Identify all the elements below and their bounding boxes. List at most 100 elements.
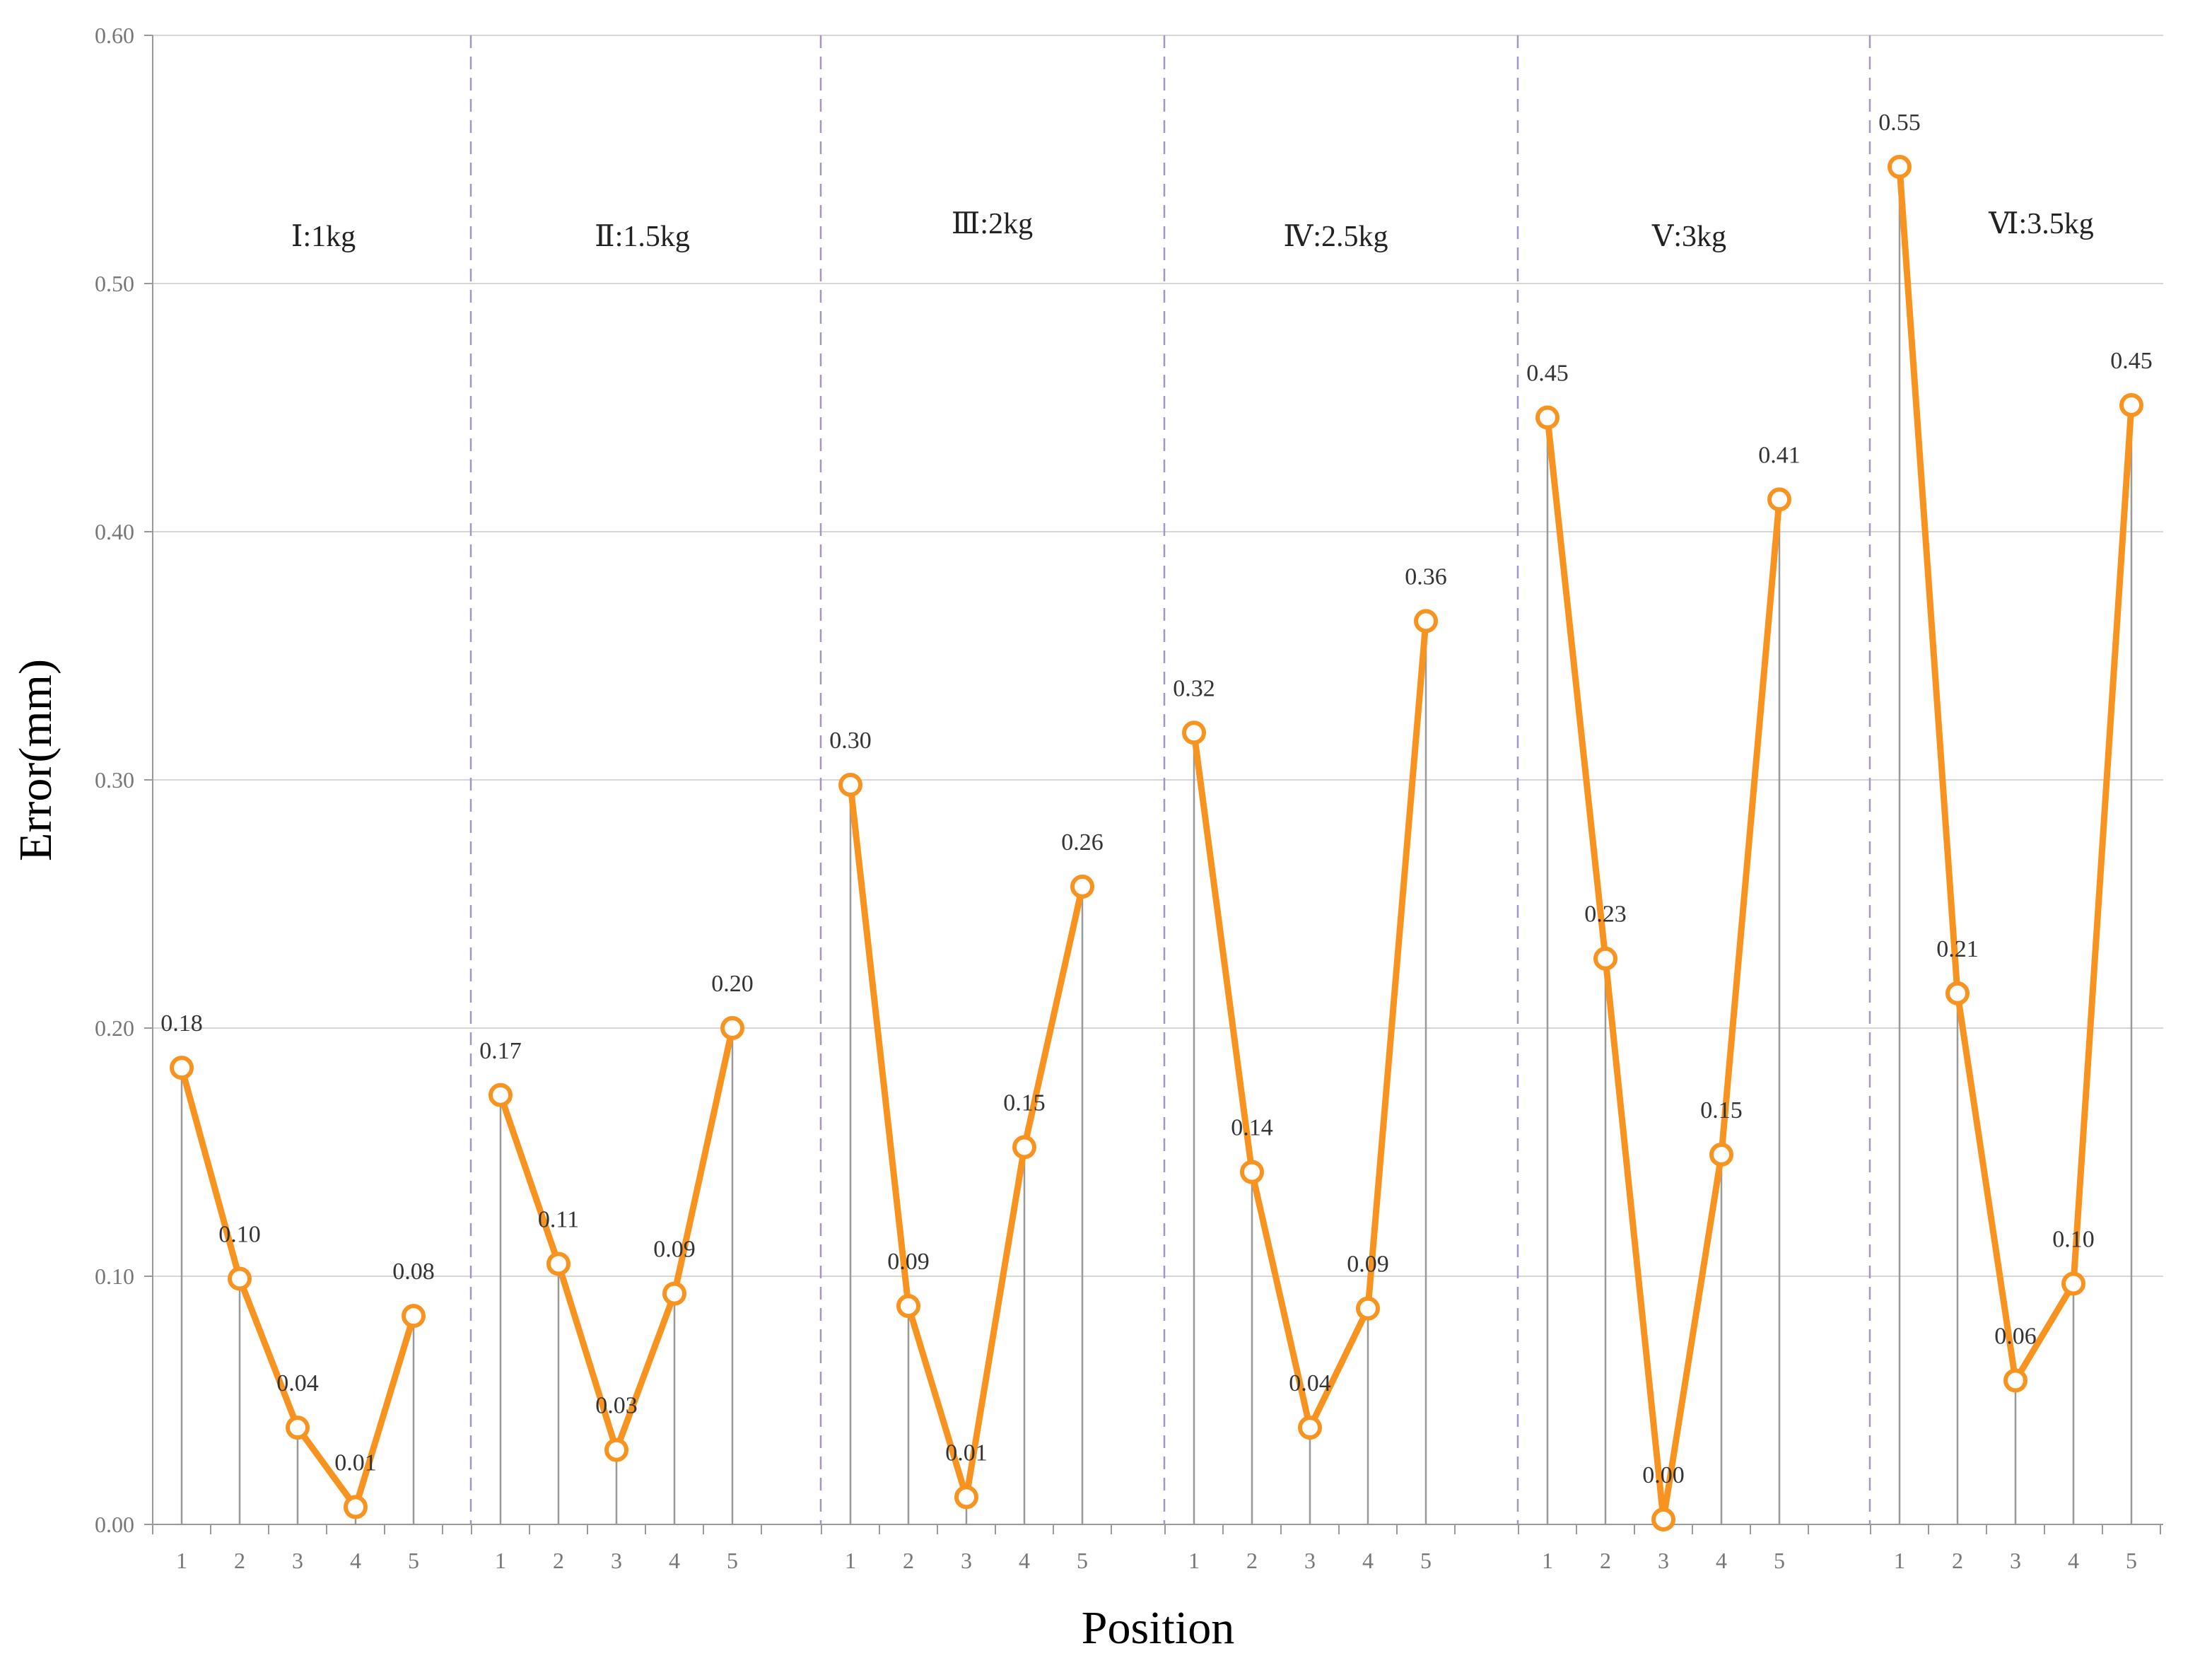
data-label: 0.30 [829, 728, 872, 754]
data-point [1012, 1135, 1036, 1160]
data-point [546, 1251, 570, 1276]
group-label: Ⅵ:3.5kg [1988, 208, 2093, 240]
data-label: 0.20 [711, 971, 754, 997]
x-tick-label: 3 [611, 1548, 622, 1573]
data-point [604, 1437, 628, 1462]
data-label: 0.21 [1936, 936, 1979, 962]
y-axis-title: Error(mm) [10, 659, 62, 861]
data-points [170, 155, 2143, 1531]
data-label: 0.03 [595, 1393, 638, 1419]
group-label: Ⅳ:2.5kg [1283, 221, 1388, 253]
axes: 0.00 0.10 0.20 0.30 0.40 0.50 0.60 1 2 3 4 5 1 2 3 4 5 1 2… [95, 23, 2163, 1573]
x-tick-label: 3 [961, 1548, 972, 1573]
x-tick-label: 1 [1188, 1548, 1200, 1573]
x-tick-label: 1 [1894, 1548, 1905, 1573]
x-tick-label: 1 [845, 1548, 856, 1573]
x-tick-label: 4 [2068, 1548, 2079, 1573]
series-line-group-2 [497, 1025, 736, 1454]
data-point [286, 1416, 310, 1440]
data-point [2061, 1271, 2085, 1296]
data-point [1240, 1160, 1264, 1184]
data-label: 0.00 [1642, 1462, 1685, 1488]
data-point [838, 773, 862, 798]
x-tick-label: 2 [903, 1548, 914, 1573]
data-point [488, 1083, 513, 1107]
data-label: 0.10 [2052, 1227, 2095, 1253]
data-point [1535, 405, 1559, 430]
data-label: 0.01 [334, 1449, 377, 1476]
data-point [2003, 1368, 2027, 1393]
x-tick-label: 3 [1658, 1548, 1669, 1573]
data-point [1414, 609, 1438, 634]
x-tick-label: 3 [1304, 1548, 1316, 1573]
group-label: Ⅰ:1kg [291, 221, 356, 253]
data-label: 0.09 [653, 1237, 696, 1263]
x-tick-label: 1 [495, 1548, 506, 1573]
series-lines [178, 163, 2135, 1523]
x-tick-label: 1 [1542, 1548, 1553, 1573]
y-tick-label: 0.50 [95, 271, 134, 296]
y-tick-label: 0.20 [95, 1015, 134, 1041]
data-label: 0.23 [1584, 901, 1627, 928]
group-dividers [469, 35, 1871, 1524]
y-tick-label: 0.00 [95, 1512, 134, 1537]
y-tick-label: 0.40 [95, 519, 134, 544]
data-point [402, 1304, 426, 1329]
data-label: 0.06 [1994, 1323, 2037, 1349]
data-label: 0.18 [160, 1010, 203, 1037]
data-point [1945, 981, 1970, 1005]
data-point [1298, 1416, 1322, 1440]
x-tick-label: 2 [1952, 1548, 1963, 1573]
data-label: 0.17 [479, 1038, 522, 1064]
data-label: 0.15 [1003, 1090, 1046, 1116]
data-labels: 0.18 0.10 0.04 0.01 0.08 0.17 0.11 0.03 0.09 0.20… [160, 110, 2153, 1488]
data-label: 0.09 [887, 1249, 930, 1275]
group-label: Ⅱ:1.5kg [595, 221, 690, 253]
data-point [1709, 1143, 1733, 1167]
series-line-group-6 [1896, 163, 2135, 1384]
data-point [1767, 487, 1791, 512]
x-tick-label: 5 [2126, 1548, 2137, 1573]
data-point [954, 1485, 978, 1510]
x-tick-label: 4 [1716, 1548, 1727, 1573]
data-label: 0.11 [538, 1206, 579, 1232]
x-axis-title: Position [1082, 1602, 1234, 1654]
data-label: 0.41 [1758, 442, 1801, 468]
data-label: 0.14 [1231, 1115, 1273, 1141]
data-label: 0.09 [1347, 1251, 1389, 1278]
x-tick-label: 4 [1019, 1548, 1030, 1573]
data-point [896, 1294, 920, 1319]
data-point [170, 1056, 194, 1080]
data-label: 0.04 [276, 1370, 319, 1396]
x-tick-label: 4 [669, 1548, 680, 1573]
data-point [1888, 155, 1912, 180]
x-tick-label: 4 [1362, 1548, 1374, 1573]
x-tick-label: 5 [1077, 1548, 1088, 1573]
group-labels: Ⅰ:1kg Ⅱ:1.5kg Ⅲ:2kg Ⅳ:2.5kg Ⅴ:3kg Ⅵ:3.5kg [291, 208, 2094, 253]
group-label: Ⅴ:3kg [1651, 221, 1726, 253]
data-label: 0.15 [1700, 1097, 1743, 1124]
x-tick-label: 5 [727, 1548, 738, 1573]
series-line-group-3 [847, 781, 1086, 1500]
data-label: 0.45 [1526, 361, 1569, 387]
data-point [344, 1495, 368, 1519]
x-tick-label: 5 [1420, 1548, 1432, 1573]
data-label: 0.45 [2110, 348, 2153, 374]
x-tick-label: 2 [553, 1548, 564, 1573]
data-point [228, 1266, 252, 1291]
group-label: Ⅲ:2kg [952, 208, 1033, 240]
data-point [1651, 1507, 1675, 1531]
data-label: 0.26 [1061, 829, 1104, 856]
x-tick-label: 3 [292, 1548, 303, 1573]
data-point [662, 1281, 686, 1306]
data-label: 0.10 [218, 1222, 261, 1248]
series-line-group-4 [1190, 617, 1429, 1431]
data-label: 0.01 [945, 1440, 988, 1466]
x-tick-label: 2 [1246, 1548, 1258, 1573]
data-point [1070, 874, 1094, 899]
data-point [1593, 946, 1617, 971]
x-tick-label: 2 [234, 1548, 245, 1573]
data-label: 0.36 [1405, 564, 1447, 590]
data-point [1182, 720, 1206, 745]
x-tick-label: 1 [176, 1548, 187, 1573]
